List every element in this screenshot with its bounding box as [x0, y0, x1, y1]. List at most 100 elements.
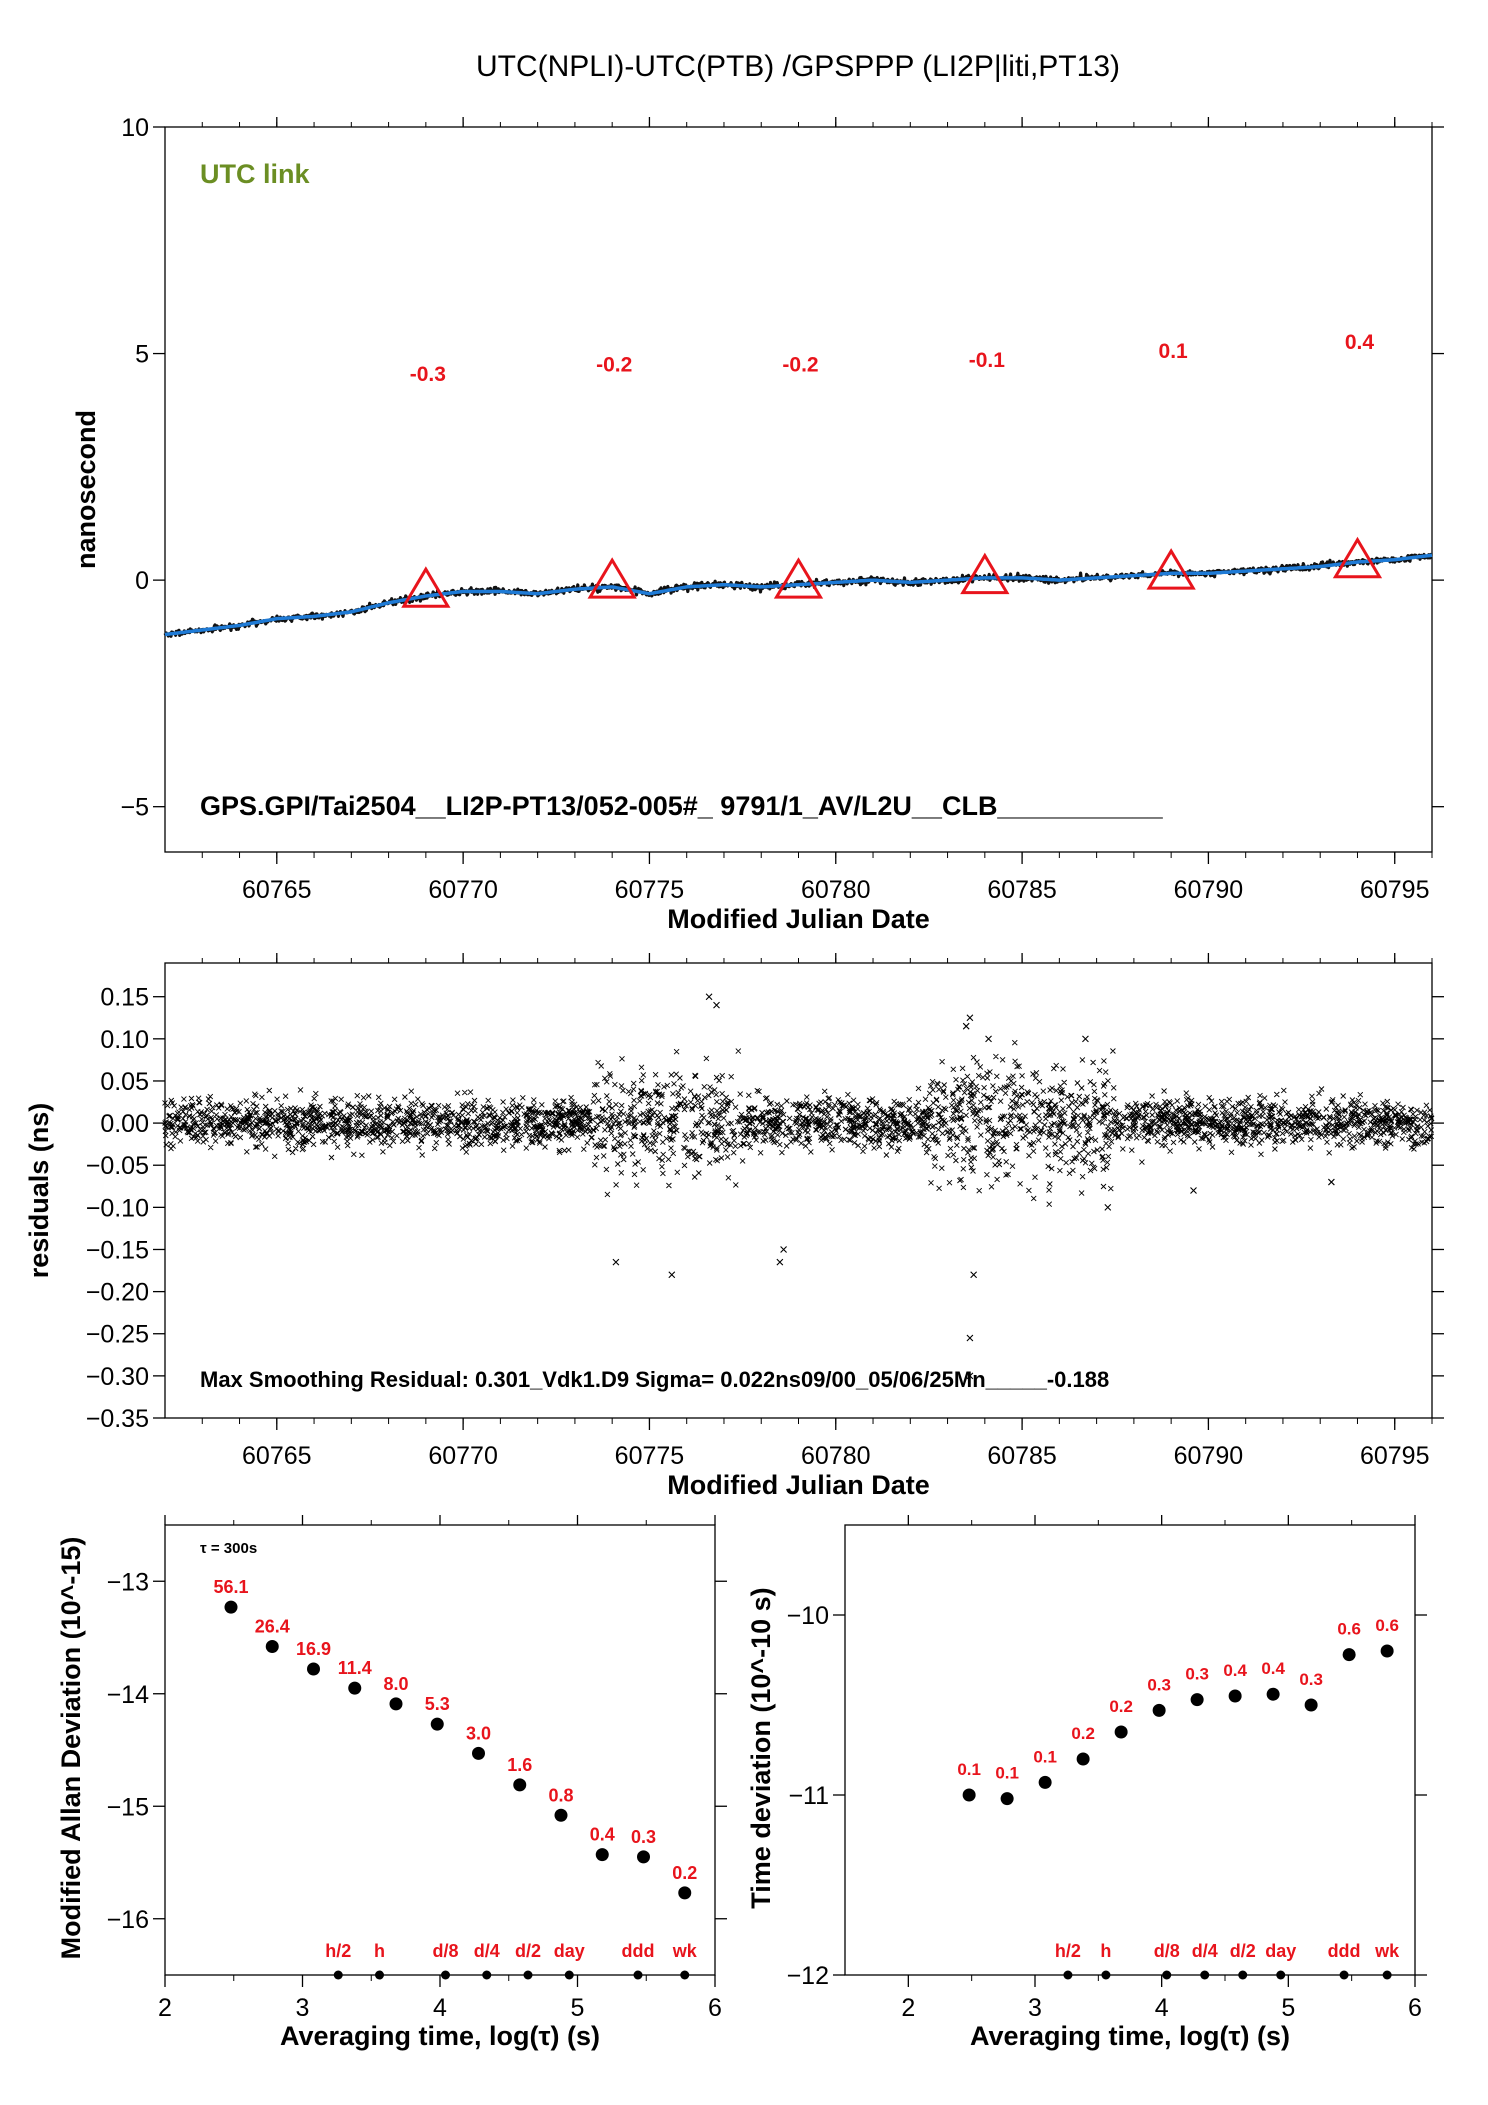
- mid-y-tick-label: 0.05: [100, 1068, 149, 1096]
- mad-x-axis-label: Averaging time, log(τ) (s): [280, 2021, 600, 2051]
- tdev-scale-marker-label: h: [1100, 1941, 1111, 1961]
- tdev-x-tick-label: 3: [1028, 1994, 1042, 2022]
- mad-x-tick-label: 6: [708, 1994, 722, 2022]
- mid-y-tick-label: −0.25: [86, 1321, 149, 1349]
- mad-point-label: 16.9: [296, 1639, 331, 1659]
- tdev-scale-marker: [1101, 1970, 1111, 1980]
- mad-scale-marker-label: h/2: [325, 1941, 351, 1961]
- tdev-y-axis-label: Time deviation (10^-10 s): [746, 1587, 776, 1908]
- top-marker-label: 0.1: [1159, 340, 1189, 363]
- mid-residual-point: [966, 1014, 974, 1022]
- mid-y-tick-label: 0.00: [100, 1110, 149, 1138]
- top-y-tick-label: −5: [120, 794, 149, 822]
- mad-data-point: [595, 1848, 609, 1862]
- mad-point-label: 3.0: [466, 1723, 491, 1743]
- mid-x-axis-label: Modified Julian Date: [667, 1470, 930, 1500]
- mid-residual-point: [966, 1372, 974, 1380]
- top-y-axis-label: nanosecond: [71, 410, 101, 569]
- tdev-scale-marker: [1339, 1970, 1349, 1980]
- tdev-point-label: 0.3: [1185, 1665, 1209, 1684]
- middle-panel: 60765 60770 60775 60780 60785 60790 60795 −0.35…: [24, 953, 1444, 1500]
- mid-y-tick-label: 0.10: [100, 1026, 149, 1054]
- top-y-tick-label: 0: [135, 567, 149, 595]
- top-series-raw-trace: [163, 552, 1433, 638]
- tdev-x-tick-label: 5: [1281, 1994, 1295, 2022]
- top-footer-text: GPS.GPI/Tai2504__LI2P-PT13/052-005#_ 979…: [200, 791, 1164, 821]
- tdev-point-label: 0.3: [1147, 1675, 1171, 1694]
- mad-scale-marker-label: wk: [672, 1941, 698, 1961]
- mad-y-tick-label: −16: [107, 1906, 149, 1934]
- tdev-scale-marker-label: wk: [1374, 1941, 1400, 1961]
- mid-x-tick-label: 60780: [801, 1442, 871, 1470]
- top-x-tick-label: 60790: [1174, 876, 1244, 904]
- mid-residual-point: [612, 1258, 620, 1266]
- mid-x-tick-label: 60765: [242, 1442, 312, 1470]
- tdev-point-label: 0.4: [1223, 1661, 1247, 1680]
- mad-y-tick-label: −13: [107, 1568, 149, 1596]
- tdev-data-point: [1000, 1792, 1014, 1806]
- tdev-data-point: [1076, 1752, 1090, 1766]
- mad-scale-marker: [375, 1970, 384, 1980]
- tdev-point-label: 0.4: [1261, 1659, 1285, 1678]
- mad-scale-marker: [333, 1970, 343, 1980]
- mad-data-point: [513, 1778, 527, 1792]
- tdev-point-label: 0.1: [1033, 1747, 1057, 1766]
- mid-y-tick-label: −0.20: [86, 1279, 149, 1307]
- mad-point-label: 26.4: [255, 1617, 290, 1637]
- tdev-x-tick-label: 2: [901, 1994, 915, 2022]
- mad-data-point: [389, 1697, 403, 1711]
- tdev-data-point: [962, 1788, 976, 1802]
- top-x-tick-label: 60765: [242, 876, 312, 904]
- mad-point-label: 0.4: [590, 1825, 615, 1845]
- tdev-y-tick-label: −11: [788, 1782, 829, 1810]
- mid-residual-point: [970, 1271, 978, 1279]
- tdev-scale-marker-label: ddd: [1328, 1941, 1361, 1961]
- chart-title: UTC(NPLI)-UTC(PTB) /GPSPPP (LI2P|liti,PT…: [476, 50, 1120, 83]
- tdev-y-tick-label: −10: [787, 1602, 829, 1630]
- top-plot-frame: [164, 126, 1433, 853]
- mad-data-point: [637, 1850, 650, 1864]
- mid-residual-point: [962, 1022, 970, 1030]
- mid-residual-point: [1082, 1035, 1089, 1043]
- mad-data-point: [348, 1681, 362, 1695]
- mad-data-point: [678, 1886, 692, 1900]
- top-x-tick-label: 60795: [1360, 876, 1430, 904]
- tdev-data-point: [1342, 1648, 1356, 1662]
- bottom-left-panel: 2 3 4 5 6 −16 −15 −14 −13 Averaging time, log(τ) …: [56, 1515, 727, 2051]
- tdev-scale-marker-label: day: [1265, 1941, 1296, 1961]
- tdev-scale-marker-label: d/8: [1154, 1941, 1180, 1961]
- mid-residual-point: [1328, 1178, 1335, 1186]
- tdev-data-point: [1190, 1693, 1204, 1707]
- mad-scale-marker-label: d/8: [432, 1941, 458, 1961]
- mid-x-tick-label: 60775: [615, 1442, 685, 1470]
- mad-point-label: 0.3: [631, 1827, 656, 1847]
- tdev-data-point: [1114, 1725, 1128, 1739]
- mid-x-tick-label: 60790: [1174, 1442, 1244, 1470]
- top-x-tick-label: 60770: [428, 876, 498, 904]
- mad-x-tick-label: 3: [296, 1994, 310, 2022]
- mad-x-tick-label: 4: [433, 1994, 447, 2022]
- mad-point-label: 11.4: [338, 1658, 372, 1678]
- bottom-right-panel: 2 3 4 5 6 −12 −11 −10 Averaging time, log(τ) (s)…: [746, 1515, 1427, 2051]
- tdev-point-label: 0.2: [1109, 1697, 1133, 1716]
- mid-x-tick-label: 60795: [1360, 1442, 1430, 1470]
- mad-point-label: 5.3: [425, 1694, 450, 1714]
- mad-scale-marker-label: day: [554, 1941, 585, 1961]
- mid-y-tick-label: −0.10: [86, 1194, 149, 1222]
- tdev-data-point: [1038, 1775, 1052, 1789]
- tdev-point-label: 0.6: [1337, 1620, 1361, 1639]
- tdev-scale-marker: [1200, 1970, 1210, 1980]
- mad-point-label: 0.2: [672, 1863, 697, 1883]
- mid-plot-frame: [164, 962, 1433, 1419]
- mid-y-tick-label: −0.35: [86, 1405, 149, 1433]
- top-x-tick-label: 60775: [615, 876, 685, 904]
- mad-point-label: 0.8: [548, 1785, 573, 1805]
- mad-x-tick-label: 5: [571, 1994, 585, 2022]
- mid-x-tick-label: 60770: [428, 1442, 498, 1470]
- top-x-tick-label: 60780: [801, 876, 871, 904]
- mad-point-label: 1.6: [507, 1755, 532, 1775]
- top-marker-label: 0.4: [1345, 331, 1375, 354]
- mad-data-point: [307, 1662, 320, 1676]
- top-marker-label: -0.1: [969, 349, 1006, 372]
